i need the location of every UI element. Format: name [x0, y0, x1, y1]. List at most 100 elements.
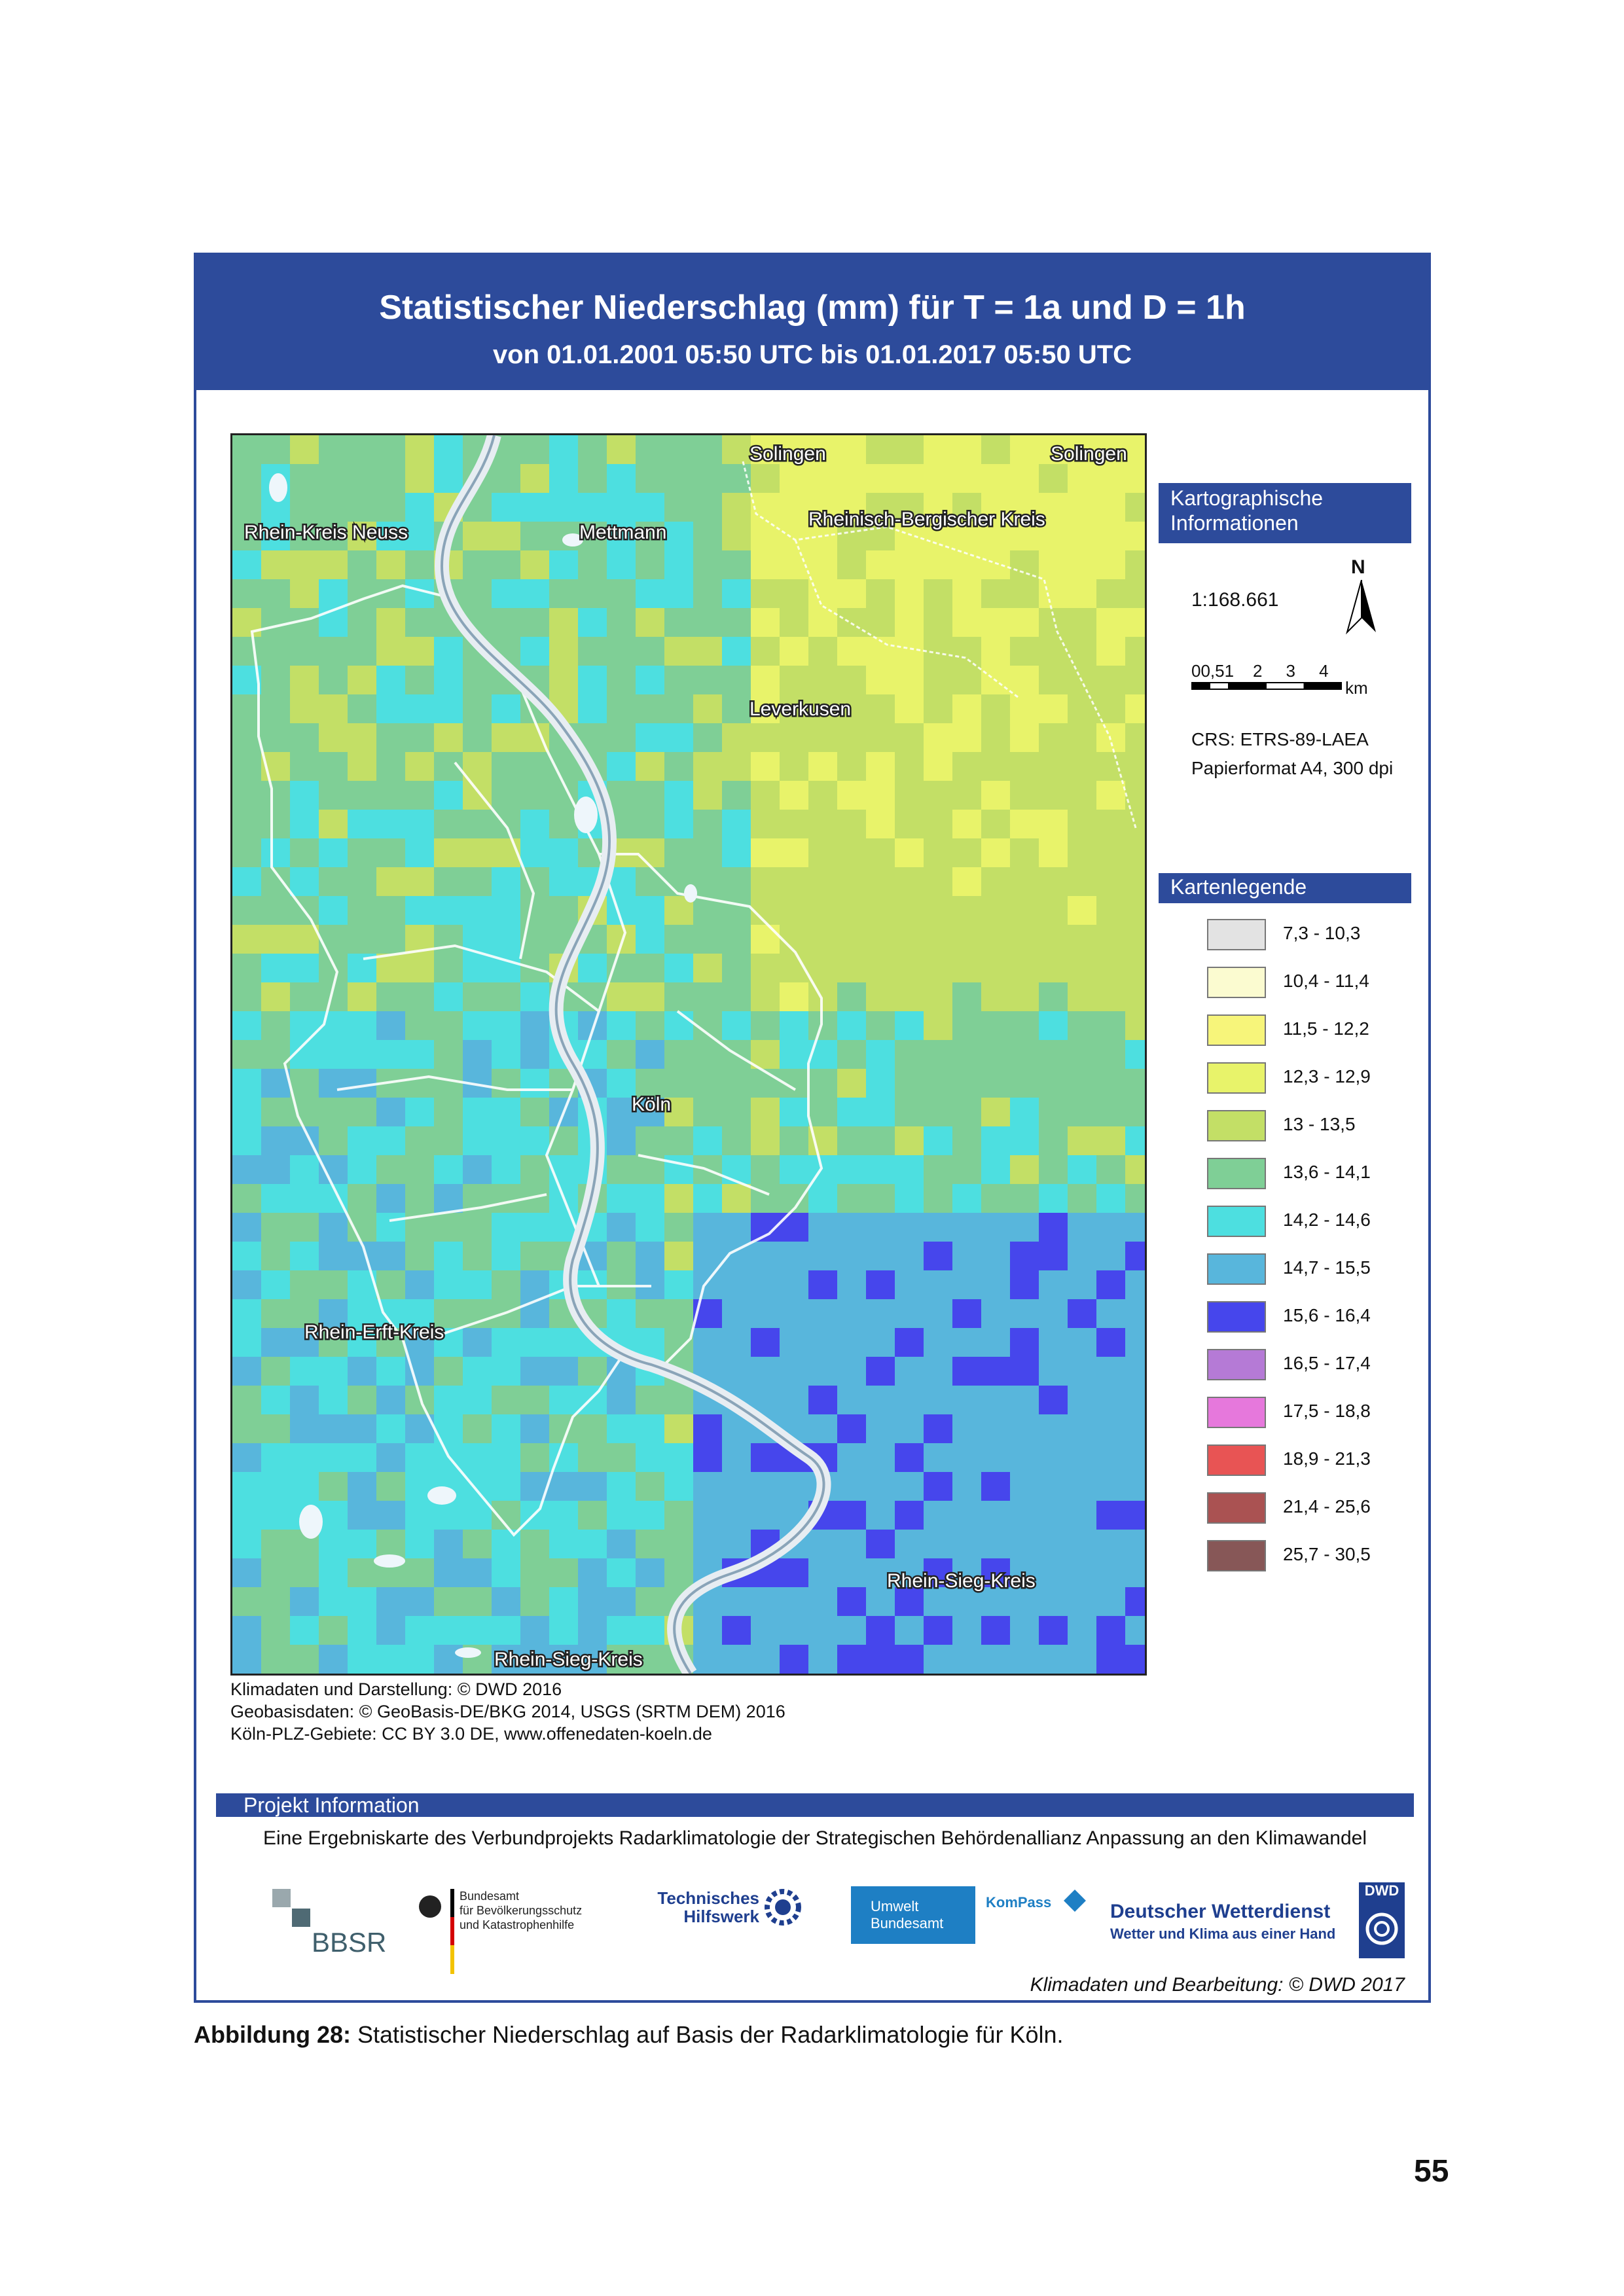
raster-cell: [1096, 493, 1126, 522]
raster-cell: [376, 1616, 406, 1645]
raster-cell: [607, 1040, 636, 1069]
raster-cell: [1096, 1472, 1126, 1501]
raster-cell: [1010, 435, 1039, 465]
raster-cell: [376, 1530, 406, 1559]
raster-cell: [261, 954, 291, 983]
raster-cell: [1125, 1155, 1145, 1185]
raster-cell: [463, 1443, 492, 1473]
raster-cell: [319, 1443, 348, 1473]
raster-cell: [693, 1069, 723, 1098]
raster-cell: [232, 1645, 262, 1674]
raster-cell: [664, 1443, 694, 1473]
map-canvas[interactable]: Solingen Solingen Rhein-Kreis Neuss Mettman…: [232, 435, 1145, 1674]
raster-cell: [232, 1270, 262, 1300]
raster-cell: [751, 435, 780, 465]
raster-cell: [895, 1616, 924, 1645]
raster-cell: [232, 435, 262, 465]
raster-cell: [463, 1098, 492, 1127]
raster-cell: [780, 1328, 809, 1357]
raster-cell: [1125, 1328, 1145, 1357]
raster-cell: [578, 1357, 607, 1386]
raster-cell: [405, 579, 435, 609]
legend-label: 21,4 - 25,6: [1283, 1496, 1371, 1516]
raster-cell: [837, 550, 867, 580]
raster-cell: [808, 752, 838, 781]
raster-cell: [348, 723, 377, 753]
raster-cell: [1010, 1040, 1039, 1069]
raster-cell: [578, 608, 607, 637]
uba-box: Umwelt Bundesamt: [851, 1886, 975, 1944]
raster-cell: [952, 637, 982, 666]
raster-cell: [232, 608, 262, 637]
raster-cell: [981, 1155, 1011, 1185]
raster-cell: [319, 954, 348, 983]
raster-cell: [866, 896, 895, 925]
raster-cell: [607, 1443, 636, 1473]
raster-cell: [348, 1184, 377, 1213]
raster-cell: [780, 464, 809, 493]
raster-cell: [981, 1098, 1011, 1127]
raster-cell: [1068, 867, 1097, 897]
raster-cell: [1096, 1645, 1126, 1674]
raster-cell: [319, 1645, 348, 1674]
raster-cell: [607, 723, 636, 753]
raster-cell: [722, 1530, 751, 1559]
legend-swatch: [1207, 1062, 1266, 1094]
raster-cell: [895, 1098, 924, 1127]
raster-cell: [808, 838, 838, 868]
scalebar: [1191, 682, 1342, 690]
raster-cell: [952, 781, 982, 810]
raster-cell: [837, 1155, 867, 1185]
raster-cell: [463, 1155, 492, 1185]
raster-cell: [520, 522, 550, 551]
raster-cell: [463, 1011, 492, 1041]
raster-cell: [405, 1011, 435, 1041]
legend-label: 11,5 - 12,2: [1283, 1018, 1369, 1039]
raster-cell: [520, 1645, 550, 1674]
raster-cell: [664, 522, 694, 551]
raster-cell: [290, 435, 319, 465]
raster-cell: [405, 1645, 435, 1674]
raster-cell: [348, 493, 377, 522]
raster-cell: [751, 464, 780, 493]
raster-cell: [549, 550, 579, 580]
raster-cell: [751, 666, 780, 695]
raster-cell: [549, 608, 579, 637]
raster-cell: [981, 982, 1011, 1012]
raster-cell: [636, 1414, 665, 1444]
raster-cell: [952, 550, 982, 580]
raster-cell: [751, 1328, 780, 1357]
raster-cell: [607, 1472, 636, 1501]
raster-cell: [463, 810, 492, 839]
raster-cell: [348, 464, 377, 493]
raster-cell: [376, 464, 406, 493]
precipitation-map[interactable]: Solingen Solingen Rhein-Kreis Neuss Mettman…: [230, 433, 1147, 1676]
raster-cell: [1010, 1098, 1039, 1127]
raster-cell: [405, 1299, 435, 1329]
raster-cell: [1125, 666, 1145, 695]
raster-cell: [1010, 1472, 1039, 1501]
raster-cell: [290, 781, 319, 810]
kreis-boundaries: [742, 461, 1137, 829]
raster-cell: [348, 781, 377, 810]
raster-cell: [348, 1328, 377, 1357]
raster-cell: [232, 1616, 262, 1645]
raster-cell: [1068, 1184, 1097, 1213]
raster-cell: [261, 637, 291, 666]
raster-cell: [837, 579, 867, 609]
raster-cell: [981, 464, 1011, 493]
raster-cell: [1125, 1242, 1145, 1271]
raster-cell: [924, 1299, 953, 1329]
raster-cell: [492, 1242, 521, 1271]
raster-cell: [808, 1184, 838, 1213]
raster-cell: [1010, 1069, 1039, 1098]
raster-cell: [578, 954, 607, 983]
raster-cell: [693, 637, 723, 666]
carto-heading-line: Informationen: [1170, 511, 1299, 535]
raster-cell: [693, 752, 723, 781]
figure-caption: Abbildung 28: Statistischer Niederschlag…: [194, 2021, 1064, 2049]
raster-cell: [405, 1587, 435, 1617]
raster-cell: [348, 810, 377, 839]
raster-cell: [981, 550, 1011, 580]
raster-cell: [780, 1040, 809, 1069]
